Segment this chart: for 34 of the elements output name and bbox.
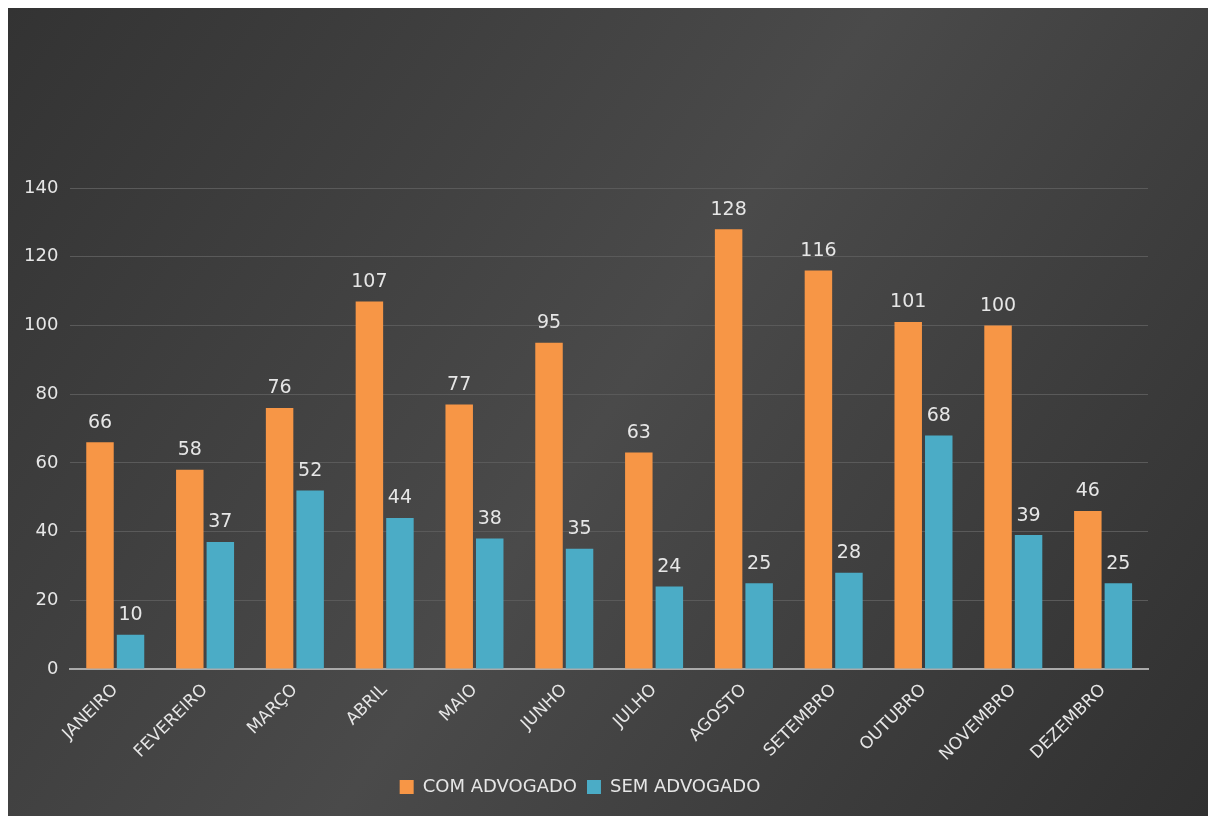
legend-label: COM ADVOGADO <box>422 774 577 796</box>
data-label: 37 <box>208 509 233 532</box>
data-label: 66 <box>87 409 113 432</box>
data-label: 35 <box>567 516 592 539</box>
data-label: 58 <box>177 437 202 460</box>
data-label: 95 <box>536 310 562 333</box>
data-label: 107 <box>351 268 388 291</box>
data-label: 101 <box>890 289 927 312</box>
y-tick-label: 100 <box>24 313 59 335</box>
y-tick-label: 60 <box>35 450 59 472</box>
y-tick-label: 0 <box>46 656 59 678</box>
data-label: 128 <box>710 196 747 219</box>
data-label: 39 <box>1016 502 1041 525</box>
data-label: 100 <box>979 292 1017 315</box>
data-label: 76 <box>267 375 292 398</box>
data-label: 63 <box>626 420 651 443</box>
data-label: 38 <box>477 505 502 528</box>
data-label: 46 <box>1075 478 1100 501</box>
data-label: 116 <box>800 237 837 260</box>
legend-label: SEM ADVOGADO <box>609 774 761 796</box>
data-label: 68 <box>926 402 951 425</box>
y-tick-label: 40 <box>35 519 59 541</box>
y-tick-label: 80 <box>35 381 59 403</box>
data-label: 44 <box>387 485 413 508</box>
data-label: 28 <box>836 540 862 563</box>
data-label: 52 <box>298 457 323 480</box>
y-tick-label: 20 <box>35 588 59 610</box>
y-tick-label: 120 <box>24 244 59 266</box>
data-label: 77 <box>447 371 472 394</box>
data-label: 25 <box>747 550 772 573</box>
data-label: 25 <box>1106 550 1131 573</box>
y-tick-label: 140 <box>24 175 59 197</box>
data-label: 10 <box>118 602 143 625</box>
data-label: 24 <box>657 554 682 577</box>
